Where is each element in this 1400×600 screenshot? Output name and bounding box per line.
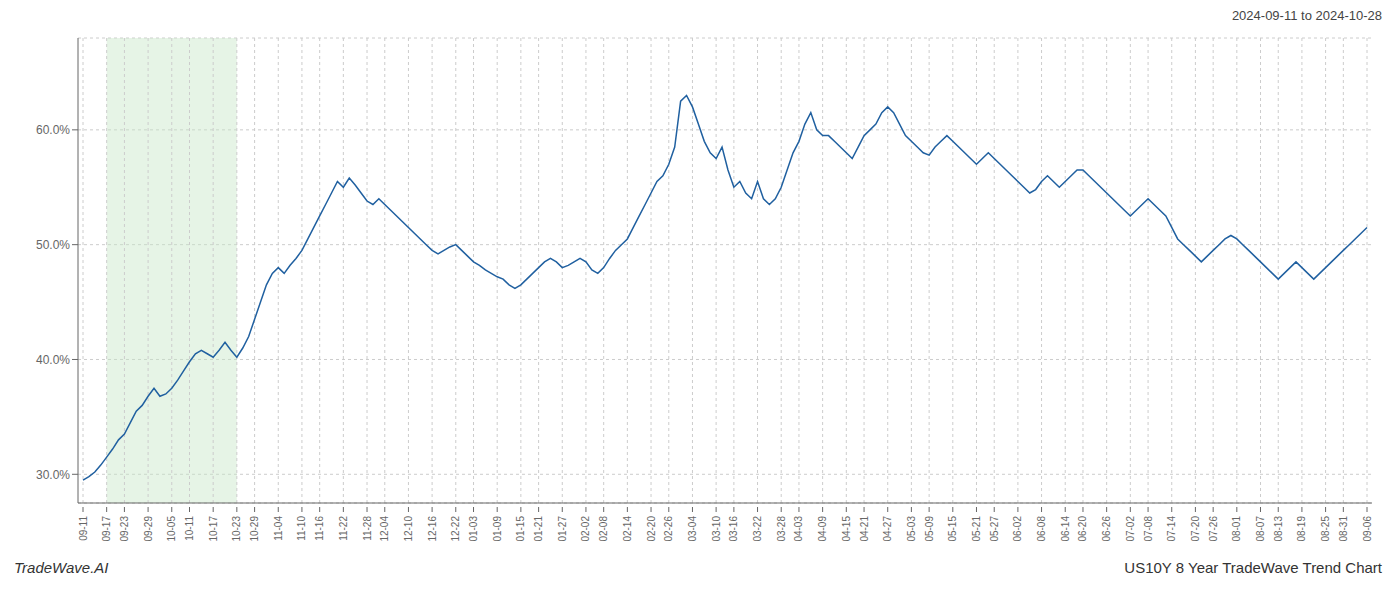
- svg-text:06-14: 06-14: [1060, 516, 1071, 542]
- svg-text:08-01: 08-01: [1231, 516, 1242, 542]
- svg-text:05-27: 05-27: [989, 516, 1000, 542]
- svg-text:02-20: 02-20: [646, 516, 657, 542]
- svg-text:09-06: 09-06: [1362, 516, 1373, 542]
- svg-text:06-08: 06-08: [1036, 516, 1047, 542]
- svg-text:50.0%: 50.0%: [36, 238, 70, 252]
- svg-text:10-17: 10-17: [208, 516, 219, 542]
- svg-text:09-29: 09-29: [143, 516, 154, 542]
- svg-text:10-11: 10-11: [184, 516, 195, 541]
- svg-text:12-16: 12-16: [427, 516, 438, 542]
- svg-text:11-22: 11-22: [338, 516, 349, 541]
- svg-text:04-09: 04-09: [817, 516, 828, 542]
- svg-text:04-03: 04-03: [793, 516, 804, 542]
- html-text:TradeWave.AI: TradeWave.AI: [14, 559, 109, 576]
- svg-text:01-15: 01-15: [515, 516, 526, 542]
- svg-text:03-10: 03-10: [711, 516, 722, 542]
- svg-text:04-27: 04-27: [882, 516, 893, 542]
- svg-text:07-20: 07-20: [1190, 516, 1201, 542]
- svg-text:01-09: 01-09: [492, 516, 503, 542]
- svg-text:08-13: 08-13: [1273, 516, 1284, 542]
- svg-text:12-04: 12-04: [379, 516, 390, 542]
- svg-text:08-07: 08-07: [1255, 516, 1266, 542]
- svg-text:07-02: 07-02: [1125, 516, 1136, 542]
- svg-text:12-10: 12-10: [403, 516, 414, 542]
- svg-text:11-10: 11-10: [296, 516, 307, 541]
- svg-text:12-22: 12-22: [450, 516, 461, 542]
- svg-text:03-28: 03-28: [776, 516, 787, 542]
- svg-text:06-02: 06-02: [1012, 516, 1023, 542]
- svg-text:08-25: 08-25: [1320, 516, 1331, 542]
- svg-text:01-03: 01-03: [468, 516, 479, 542]
- svg-text:60.0%: 60.0%: [36, 123, 70, 137]
- svg-text:05-03: 05-03: [906, 516, 917, 542]
- svg-text:01-21: 01-21: [533, 516, 544, 542]
- html-text:US10Y 8 Year TradeWave Trend C: US10Y 8 Year TradeWave Trend Chart: [1124, 559, 1382, 576]
- svg-text:11-16: 11-16: [314, 516, 325, 541]
- svg-text:06-20: 06-20: [1077, 516, 1088, 542]
- svg-text:09-17: 09-17: [101, 516, 112, 542]
- svg-text:07-08: 07-08: [1143, 516, 1154, 542]
- svg-text:09-11: 09-11: [78, 516, 89, 541]
- svg-text:10-05: 10-05: [166, 516, 177, 542]
- svg-text:03-22: 03-22: [752, 516, 763, 542]
- svg-text:08-19: 08-19: [1296, 516, 1307, 542]
- svg-text:11-04: 11-04: [273, 516, 284, 541]
- svg-text:02-14: 02-14: [622, 516, 633, 542]
- svg-text:09-23: 09-23: [119, 516, 130, 542]
- svg-text:08-31: 08-31: [1338, 516, 1349, 542]
- svg-text:04-15: 04-15: [841, 516, 852, 542]
- svg-text:40.0%: 40.0%: [36, 353, 70, 367]
- svg-text:30.0%: 30.0%: [36, 468, 70, 482]
- svg-text:02-02: 02-02: [580, 516, 591, 542]
- html-text:2024-09-11 to 2024-10-28: 2024-09-11 to 2024-10-28: [1231, 8, 1382, 23]
- svg-text:06-26: 06-26: [1101, 516, 1112, 542]
- svg-text:05-15: 05-15: [947, 516, 958, 542]
- svg-text:02-26: 02-26: [663, 516, 674, 542]
- svg-text:01-27: 01-27: [557, 516, 568, 542]
- svg-text:03-04: 03-04: [687, 516, 698, 542]
- svg-text:03-16: 03-16: [728, 516, 739, 542]
- svg-text:05-09: 05-09: [924, 516, 935, 542]
- svg-text:05-21: 05-21: [971, 516, 982, 542]
- svg-text:02-08: 02-08: [598, 516, 609, 542]
- svg-text:07-26: 07-26: [1208, 516, 1219, 542]
- svg-text:04-21: 04-21: [859, 516, 870, 542]
- svg-text:07-14: 07-14: [1166, 516, 1177, 542]
- svg-text:10-23: 10-23: [231, 516, 242, 542]
- svg-text:11-28: 11-28: [362, 516, 373, 541]
- svg-text:10-29: 10-29: [249, 516, 260, 542]
